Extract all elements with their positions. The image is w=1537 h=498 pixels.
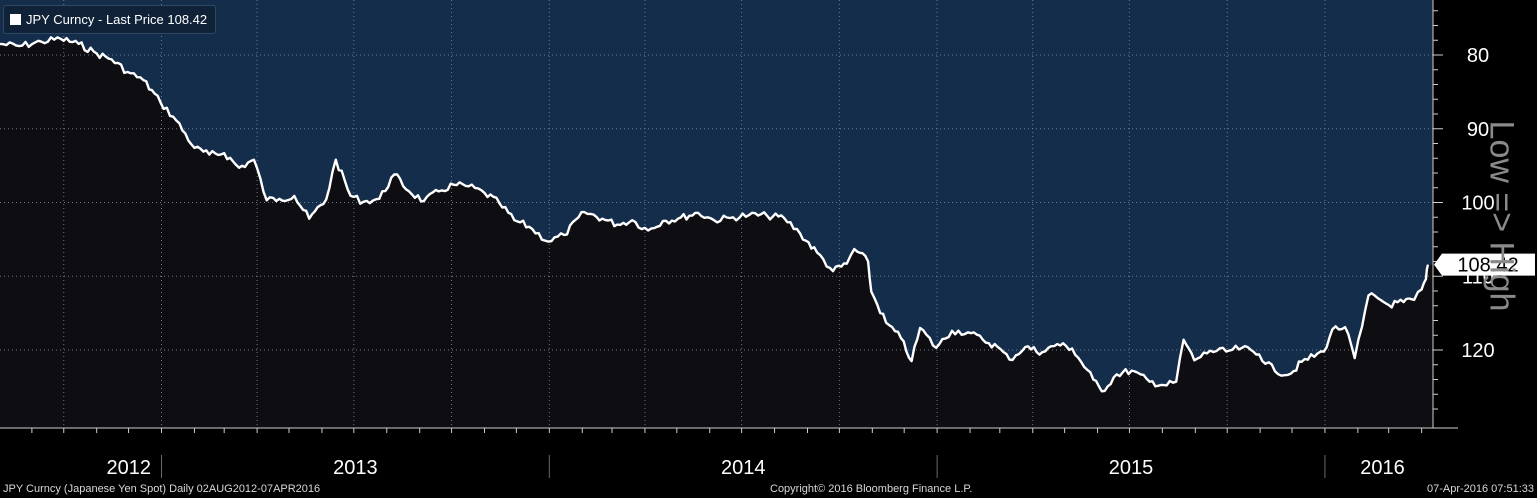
grid-lines	[0, 0, 1433, 428]
y-tick-label: 100	[1461, 193, 1494, 215]
y-tick-label: 90	[1467, 119, 1489, 141]
y-tick-label: 120	[1461, 340, 1494, 362]
price-line	[0, 36, 1430, 393]
footer-copyright: Copyright© 2016 Bloomberg Finance L.P.	[770, 483, 973, 495]
x-tick-label: 2015	[1109, 457, 1154, 479]
low-high-side-label: Low => High	[1482, 120, 1521, 311]
x-axis: 2012 2013 2014 2015 2016	[31, 428, 1423, 479]
last-price-box	[1434, 253, 1535, 276]
footer: JPY Curncy (Japanese Yen Spot) Daily 02A…	[0, 482, 1537, 498]
legend-swatch	[10, 14, 21, 25]
footer-security-info: JPY Curncy (Japanese Yen Spot) Daily 02A…	[3, 483, 321, 495]
last-price-tag: 108.42	[1434, 253, 1535, 277]
legend-label: JPY Curncy - Last Price 108.42	[26, 12, 208, 27]
x-tick-label: 2012	[107, 457, 152, 479]
axis-panel	[1433, 0, 1537, 428]
y-tick-label: 80	[1467, 45, 1489, 67]
x-tick-label: 2014	[721, 457, 766, 479]
legend: JPY Curncy - Last Price 108.42	[3, 5, 217, 34]
x-tick-label: 2013	[333, 457, 378, 479]
x-tick-label: 2016	[1360, 457, 1405, 479]
low-high-side-label-box: Low => High	[1470, 93, 1532, 338]
footer-timestamp: 07-Apr-2016 07:51:33	[1426, 483, 1534, 495]
plot-background-below	[0, 37, 1433, 429]
last-price-value: 108.42	[1457, 255, 1518, 277]
